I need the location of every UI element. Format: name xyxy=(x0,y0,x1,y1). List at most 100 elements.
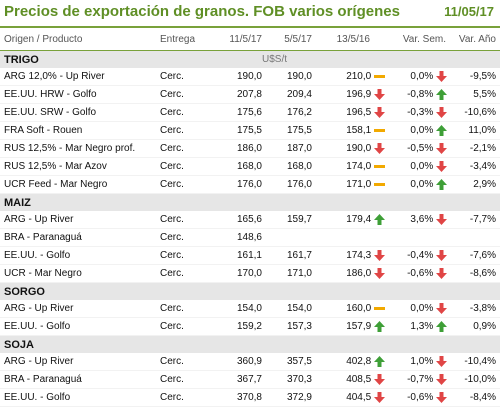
price-year-ago-value: 179,4 xyxy=(346,214,372,226)
arrow-down-icon xyxy=(436,302,447,314)
report-date: 11/05/17 xyxy=(444,4,494,19)
var-anio-cell: 2,9% xyxy=(450,175,500,194)
arrow-down-icon xyxy=(374,88,385,100)
arrow-up-icon xyxy=(436,178,447,190)
price-year-ago-value: 171,0 xyxy=(346,179,372,190)
col-var-anio: Var. Año xyxy=(450,28,500,51)
var-anio-cell: -10,4% xyxy=(450,353,500,371)
arrow-down-icon xyxy=(436,142,447,154)
section-spacer xyxy=(450,193,500,211)
price-year-ago-cell: 196,9 xyxy=(312,85,388,104)
entrega-cell: Cerc. xyxy=(160,85,212,104)
var-sem-value: -0,4% xyxy=(407,250,434,262)
var-sem-cell: 1,3% xyxy=(388,317,450,336)
section-name: SOJA xyxy=(0,335,160,353)
section-spacer xyxy=(450,282,500,300)
section-spacer xyxy=(160,282,212,300)
var-anio-cell: -8,4% xyxy=(450,388,500,407)
var-sem-cell: -0,5% xyxy=(388,139,450,158)
var-sem-value: 3,6% xyxy=(410,214,434,226)
var-sem-value: -0,6% xyxy=(407,392,434,404)
price-week-ago-cell: 190,0 xyxy=(262,68,312,86)
var-anio-cell: -7,6% xyxy=(450,246,500,265)
section-spacer xyxy=(388,335,450,353)
price-week-ago-cell: 161,7 xyxy=(262,246,312,265)
section-header-trigo: TRIGO U$S/t xyxy=(0,50,500,68)
var-sem-cell: 0,0% xyxy=(388,121,450,140)
origin-cell: ARG - Up River xyxy=(0,211,160,229)
arrow-down-icon xyxy=(436,70,447,82)
col-date1: 11/5/17 xyxy=(212,28,262,51)
price-current-cell: 186,0 xyxy=(212,139,262,158)
price-year-ago-cell: 171,0 xyxy=(312,175,388,194)
price-year-ago-cell: 158,1 xyxy=(312,121,388,140)
entrega-cell: Cerc. xyxy=(160,264,212,283)
price-current-cell: 168,0 xyxy=(212,157,262,176)
col-entrega: Entrega xyxy=(160,28,212,51)
table-row: ARG - Up River Cerc. 154,0 154,0 160,0 0,0% … xyxy=(0,300,500,318)
price-current-cell: 360,9 xyxy=(212,353,262,371)
price-year-ago-cell: 196,5 xyxy=(312,103,388,122)
section-header-maiz: MAIZ xyxy=(0,193,500,211)
section-name: MAIZ xyxy=(0,193,160,211)
var-anio-cell: -3,4% xyxy=(450,157,500,176)
table-row: BRA - Paranaguá Cerc. 148,6 xyxy=(0,228,500,247)
table-row: ARG - Up River Cerc. 360,9 357,5 402,8 1,0% … xyxy=(0,353,500,371)
table-row: RUS 12,5% - Mar Azov Cerc. 168,0 168,0 174,0… xyxy=(0,157,500,176)
prices-table: Origen / Producto Entrega 11/5/17 5/5/17… xyxy=(0,28,500,407)
section-spacer xyxy=(212,335,262,353)
price-year-ago-cell: 210,0 xyxy=(312,68,388,86)
price-year-ago-value: 404,5 xyxy=(346,392,372,404)
price-year-ago-cell: 402,8 xyxy=(312,353,388,371)
var-sem-cell: -0,8% xyxy=(388,85,450,104)
price-week-ago-cell: 357,5 xyxy=(262,353,312,371)
arrow-down-icon xyxy=(436,213,447,225)
entrega-cell: Cerc. xyxy=(160,139,212,158)
arrow-down-icon xyxy=(374,373,385,385)
price-week-ago-cell: 187,0 xyxy=(262,139,312,158)
col-date2: 5/5/17 xyxy=(262,28,312,51)
section-spacer xyxy=(160,50,212,68)
price-current-cell: 161,1 xyxy=(212,246,262,265)
var-anio-cell xyxy=(450,228,500,247)
section-name: SORGO xyxy=(0,282,160,300)
price-year-ago-value: 174,0 xyxy=(346,161,372,172)
var-anio-cell: -10,0% xyxy=(450,370,500,389)
table-row: UCR - Mar Negro Cerc. 170,0 171,0 186,0 -0,6… xyxy=(0,264,500,283)
entrega-cell: Cerc. xyxy=(160,388,212,407)
arrow-up-icon xyxy=(436,320,447,332)
arrow-down-icon xyxy=(374,106,385,118)
price-year-ago-cell: 160,0 xyxy=(312,300,388,318)
table-row: EE.UU. SRW - Golfo Cerc. 175,6 176,2 196,5 -… xyxy=(0,103,500,122)
price-week-ago-cell: 168,0 xyxy=(262,157,312,176)
section-spacer xyxy=(160,193,212,211)
origin-cell: EE.UU. SRW - Golfo xyxy=(0,103,160,122)
section-spacer xyxy=(212,193,262,211)
var-anio-cell: -8,6% xyxy=(450,264,500,283)
price-current-cell: 154,0 xyxy=(212,300,262,318)
origin-cell: EE.UU. - Golfo xyxy=(0,388,160,407)
var-sem-cell: -0,6% xyxy=(388,388,450,407)
var-sem-value: -0,6% xyxy=(407,268,434,280)
arrow-up-icon xyxy=(374,213,385,225)
section-unit xyxy=(262,282,388,300)
arrow-down-icon xyxy=(374,267,385,279)
var-sem-value: 0,0% xyxy=(410,71,434,83)
arrow-up-icon xyxy=(436,124,447,136)
arrow-down-icon xyxy=(436,355,447,367)
price-week-ago-cell: 372,9 xyxy=(262,388,312,407)
entrega-cell: Cerc. xyxy=(160,246,212,265)
price-current-cell: 170,0 xyxy=(212,264,262,283)
price-current-cell: 176,0 xyxy=(212,175,262,194)
var-sem-value: -0,5% xyxy=(407,143,434,155)
price-week-ago-cell: 370,3 xyxy=(262,370,312,389)
price-current-cell: 148,6 xyxy=(212,228,262,247)
col-var-sem: Var. Sem. xyxy=(388,28,450,51)
price-current-cell: 159,2 xyxy=(212,317,262,336)
report-header: Precios de exportación de granos. FOB va… xyxy=(0,0,500,28)
price-current-cell: 175,5 xyxy=(212,121,262,140)
var-anio-cell: -2,1% xyxy=(450,139,500,158)
price-week-ago-cell: 154,0 xyxy=(262,300,312,318)
price-year-ago-cell: 157,9 xyxy=(312,317,388,336)
origin-cell: BRA - Paranaguá xyxy=(0,370,160,389)
